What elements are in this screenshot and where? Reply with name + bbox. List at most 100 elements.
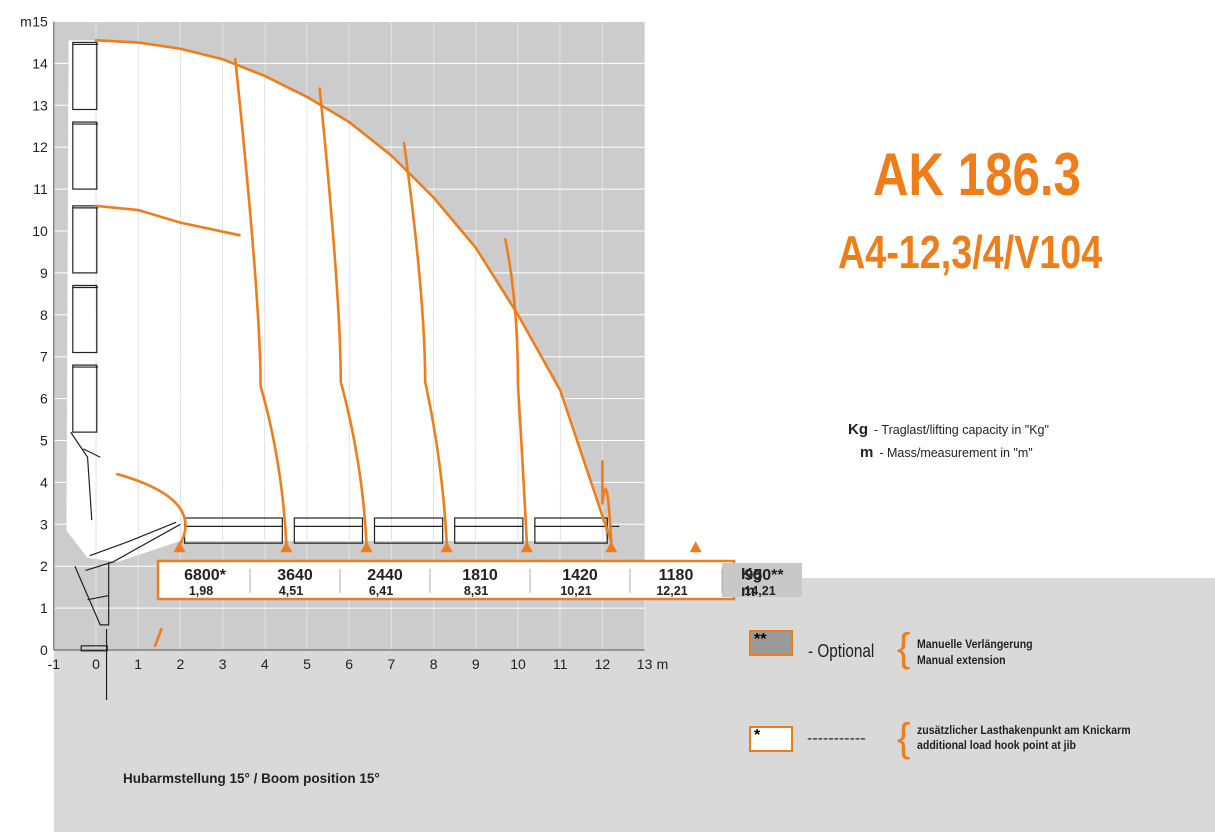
hook-point-marker [280,541,293,553]
legend-m-symbol: m [860,444,874,461]
y-tick-label: 14 [32,55,48,71]
load-curves [94,39,702,648]
load-kg-value: 1420 [562,567,598,584]
jib-dashes: ----------- [807,730,866,747]
axis-ticks: -1 0 1 2 3 4 5 6 7 8 9 10 11 12 13 m0123456789101112131… [20,14,668,673]
hook-point-marker [689,541,702,553]
y-tick-label: 8 [40,307,48,323]
x-tick-label: 3 [219,656,227,672]
folded-boom-section [72,205,98,274]
y-tick-label: 6 [40,391,48,407]
hook-point-marker [173,541,186,553]
x-unit-label: m [657,656,669,672]
folded-boom-section [72,364,98,433]
y-tick-label: 0 [40,642,48,658]
y-tick-label: 2 [40,558,48,574]
hook-point-marker [520,541,533,553]
legend-kg-symbol: Kg [848,421,868,438]
y-tick-label: 11 [33,181,48,197]
load-kg-value: 6800* [184,567,227,584]
x-tick-label: 2 [177,656,185,672]
boom-position-note: Hubarmstellung 15° / Boom position 15° [123,771,380,786]
extension-outline [293,517,364,544]
legend-m-text: - Mass/measurement in "m" [879,446,1033,460]
reach-envelope [94,39,613,543]
capacity-line [601,460,613,545]
x-tick-label: 9 [472,656,480,672]
x-tick-label: 12 [595,656,611,672]
optional-line1: Manuelle Verlängerung [917,637,1033,651]
extension-section [373,517,444,544]
hook-point-marker [605,541,618,553]
crane-drawing [70,41,620,700]
load-table-frame [156,559,736,601]
load-m-value: 12,21 [656,584,687,598]
extension-section [454,517,524,544]
y-tick-label: 4 [40,474,48,490]
load-kg-value: 1180 [659,567,694,584]
jib-line1: zusätzlicher Lasthakenpunkt am Knickarm [917,723,1131,737]
x-tick-label: 4 [261,656,269,672]
optional-cell [722,563,802,597]
inner-arc [94,204,241,237]
x-tick-label: 1 [134,656,142,672]
capacity-line [402,141,448,545]
y-unit-label: m [20,14,32,30]
load-m-value: 4,51 [279,584,303,598]
extension-section [293,517,364,544]
crane-column [74,562,110,626]
legend-m: m - Mass/measurement in "m" [860,444,1033,461]
y-tick-label: 13 [32,97,48,113]
x-tick-label: 13 [637,656,653,672]
load-m-value: 14,21 [744,584,775,598]
legend-kg: Kg - Traglast/lifting capacity in "Kg" [848,421,1049,438]
load-m-value: 10,21 [560,584,591,598]
hook-point-marker [360,541,373,553]
y-tick-label: 5 [40,433,48,449]
main-boom [85,521,181,571]
x-tick-label: 10 [510,656,526,672]
x-tick-label: -1 [48,656,61,672]
table-unit-m: m [741,583,755,600]
folded-boom-section [72,121,98,190]
y-tick-label: 10 [32,223,48,239]
load-m-value: 6,41 [369,584,393,598]
load-kg-value: 3640 [277,567,313,584]
optional-label: - Optional [808,641,875,661]
x-tick-label: 0 [92,656,100,672]
chart-subtitle: A4-12,3/4/V104 [838,226,1103,278]
x-tick-label: 8 [430,656,438,672]
extension-outline [373,517,444,544]
load-m-value: 1,98 [189,584,213,598]
x-tick-label: 7 [388,656,396,672]
load-kg-value: 950** [744,567,784,584]
x-tick-label: 11 [553,656,568,672]
y-tick-label: 15 [32,14,48,30]
capacity-line [318,87,368,545]
extension-outline [454,517,524,544]
load-kg-value: 1810 [462,567,498,584]
crane-base [80,645,108,652]
y-tick-label: 7 [40,349,48,365]
table-unit-kg: Kg [741,566,762,583]
folded-boom-section [72,41,98,111]
jib-marker-box: * [749,726,793,752]
jib-arc-tail [153,627,163,648]
y-tick-label: 3 [40,516,48,532]
jib-arc [115,472,187,547]
y-tick-label: 12 [32,139,48,155]
folded-knuckle [70,431,101,521]
jib-brace: { [897,716,911,760]
optional-marker-box: ** [749,630,793,656]
x-tick-label: 5 [303,656,311,672]
load-m-value: 8,31 [464,584,488,598]
jib-line2: additional load hook point at jib [917,738,1076,752]
y-tick-label: 9 [40,265,48,281]
load-kg-value: 2440 [367,567,403,584]
chart-title: AK 186.3 [873,141,1081,208]
folded-boom-section [72,284,98,354]
optional-line2: Manual extension [917,653,1006,667]
capacity-line [233,57,288,545]
legend-kg-text: - Traglast/lifting capacity in "Kg" [874,423,1049,437]
